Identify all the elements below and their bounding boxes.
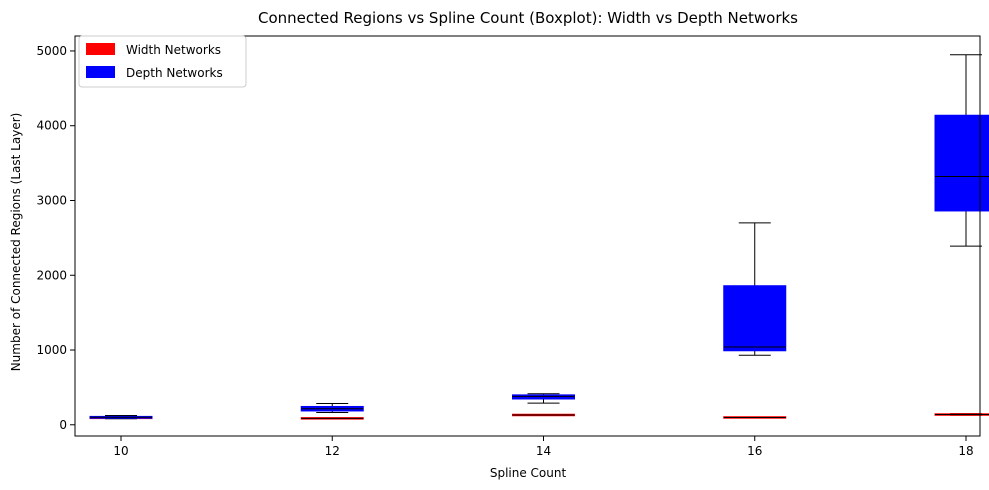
legend: Width Networks Depth Networks [78,35,247,88]
y-tick-label-2000: 2000 [36,268,67,282]
x-tick-label-10: 10 [113,444,128,458]
box-depth-networks-14 [512,394,575,400]
box-depth-networks-16 [723,285,787,352]
x-tick-label-14: 14 [536,444,551,458]
legend-label-width-networks: Width Networks [126,43,221,57]
axes-frame [74,35,981,437]
x-tick-label-12: 12 [325,444,340,458]
y-tick-label-1000: 1000 [36,343,67,357]
box-depth-networks-18 [934,114,989,212]
y-tick-label-3000: 3000 [36,193,67,207]
legend-frame [78,35,247,88]
x-axis-label: Spline Count [490,466,567,480]
plot-area: 0 1000 2000 3000 4000 5000 10 12 14 16 18 [36,35,989,458]
legend-label-depth-networks: Depth Networks [126,66,223,80]
x-tick-label-16: 16 [747,444,762,458]
y-tick-label-0: 0 [59,418,67,432]
y-tick-label-4000: 4000 [36,119,67,133]
legend-swatch-width-networks [86,43,115,55]
x-tick-label-18: 18 [958,444,973,458]
legend-swatch-depth-networks [86,66,115,78]
y-tick-label-5000: 5000 [36,44,67,58]
y-axis-label: Number of Connected Regions (Last Layer) [9,113,23,372]
chart-title: Connected Regions vs Spline Count (Boxpl… [258,9,798,27]
